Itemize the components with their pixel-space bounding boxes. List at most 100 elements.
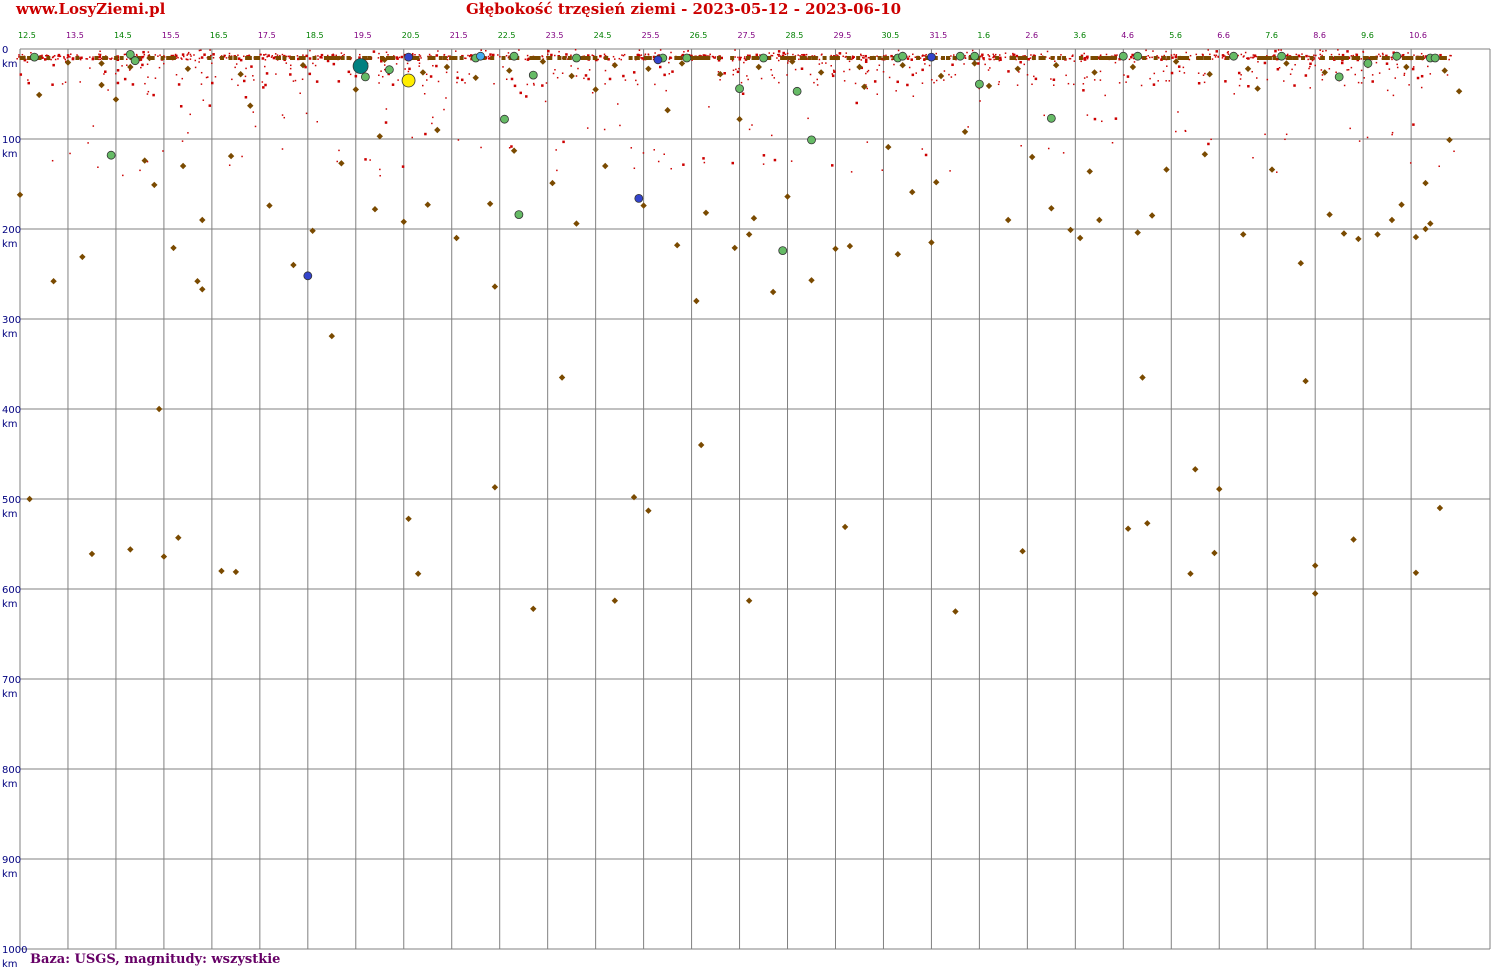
small-event-mark [641, 57, 644, 60]
event-diamond [673, 242, 681, 249]
small-event-mark [1152, 50, 1154, 52]
small-event-mark [152, 93, 155, 97]
small-event-mark [924, 153, 928, 157]
small-event-mark [1256, 77, 1258, 79]
shallow-event-mark [367, 56, 372, 60]
shallow-event-mark [1057, 56, 1062, 60]
shallow-event-mark [1385, 56, 1390, 60]
event-diamond [266, 202, 273, 209]
small-event-mark [1355, 53, 1357, 56]
small-event-mark [1392, 94, 1395, 97]
small-event-mark [554, 54, 556, 57]
small-event-mark [66, 54, 70, 57]
small-event-mark [252, 75, 254, 77]
event-diamond [645, 507, 652, 514]
small-event-mark [1114, 61, 1117, 64]
small-event-mark [866, 87, 868, 90]
small-event-mark [1020, 145, 1022, 147]
small-event-mark [174, 53, 177, 56]
shallow-event-mark [871, 56, 876, 60]
x-tick-label: 3.6 [1073, 31, 1086, 40]
small-event-mark [187, 53, 189, 55]
event-diamond [937, 72, 945, 80]
small-event-mark [200, 49, 202, 51]
small-event-mark [1147, 55, 1149, 57]
small-event-mark [772, 52, 775, 54]
shallow-event-mark [1153, 56, 1158, 60]
small-event-mark [54, 58, 57, 61]
shallow-event-mark [1021, 56, 1026, 60]
small-event-mark [264, 83, 267, 87]
shallow-event-mark [856, 56, 861, 60]
small-event-mark [1385, 54, 1388, 58]
shallow-event-mark [783, 56, 788, 60]
event-circle [970, 51, 980, 61]
small-event-mark [181, 53, 185, 56]
small-event-mark [1152, 83, 1156, 86]
small-event-mark [638, 49, 641, 52]
small-event-mark [739, 56, 741, 59]
shallow-event-mark [388, 56, 393, 60]
event-diamond [1350, 536, 1357, 543]
small-event-mark [117, 56, 120, 59]
event-diamond [1311, 562, 1319, 569]
small-event-mark [203, 53, 206, 56]
small-event-mark [736, 70, 740, 74]
shallow-event-mark [933, 56, 938, 60]
event-diamond [1398, 201, 1405, 208]
small-event-mark [1416, 76, 1420, 80]
shallow-event-mark [334, 56, 339, 60]
small-event-mark [331, 54, 335, 57]
small-event-mark [1394, 77, 1397, 79]
small-event-mark [1347, 56, 1351, 60]
small-event-mark [550, 53, 553, 57]
small-event-mark [992, 56, 994, 59]
shallow-event-mark [1417, 56, 1422, 60]
small-event-mark [1114, 54, 1117, 57]
small-event-mark [1207, 142, 1210, 146]
x-tick-label: 27.5 [738, 31, 756, 40]
small-event-mark [1168, 80, 1171, 82]
shallow-event-mark [414, 56, 419, 60]
small-event-mark [252, 111, 255, 113]
small-event-mark [1034, 77, 1038, 81]
event-diamond [899, 62, 906, 69]
small-event-mark [69, 56, 71, 58]
small-event-mark [136, 54, 138, 57]
small-event-mark [1243, 55, 1245, 57]
small-event-mark [111, 57, 113, 59]
shallow-event-mark [800, 56, 805, 60]
small-event-mark [385, 51, 388, 54]
small-event-mark [1307, 58, 1309, 61]
small-event-mark [180, 57, 182, 59]
event-diamond [376, 133, 383, 140]
small-event-mark [1123, 74, 1125, 76]
small-event-mark [1018, 71, 1020, 73]
small-event-mark [287, 55, 290, 58]
small-event-mark [1335, 71, 1337, 74]
shallow-event-mark [529, 56, 534, 60]
small-event-mark [1420, 52, 1423, 55]
small-event-mark [116, 81, 120, 85]
small-event-mark [513, 84, 517, 88]
y-tick-label: 700 [2, 675, 21, 686]
y-tick-label: 100 [2, 135, 21, 146]
small-event-mark [89, 67, 91, 69]
small-event-mark [1349, 127, 1351, 130]
small-event-mark [1321, 54, 1323, 57]
small-event-mark [807, 117, 809, 120]
small-event-mark [381, 75, 384, 78]
event-diamond [640, 202, 647, 209]
small-event-mark [547, 49, 550, 53]
small-event-mark [343, 53, 345, 56]
small-event-mark [1082, 83, 1085, 85]
shallow-event-mark [647, 56, 652, 60]
event-diamond [1283, 60, 1290, 67]
small-event-mark [603, 53, 606, 56]
small-event-mark [1252, 156, 1254, 159]
small-event-mark [432, 116, 434, 119]
x-tick-label: 31.5 [929, 31, 947, 40]
small-event-mark [1173, 53, 1175, 56]
shallow-event-mark [780, 56, 785, 60]
small-event-mark [933, 81, 935, 84]
